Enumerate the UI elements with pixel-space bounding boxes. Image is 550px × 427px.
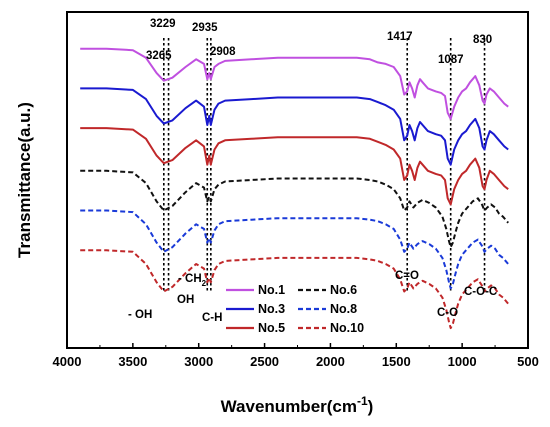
group-label-oh-minus: - OH: [128, 309, 152, 321]
group-label-oh: OH: [177, 294, 194, 306]
legend-label-no5: No.5: [258, 321, 285, 335]
series-lines: [80, 47, 509, 330]
series-line-no5: [80, 127, 509, 206]
x-tick-label-1000: 1000: [448, 354, 477, 369]
x-axis-title-sup: -1: [357, 394, 368, 408]
group-label-c-o: C-O: [437, 307, 458, 319]
x-axis-title: Wavenumber(cm-1): [221, 394, 374, 416]
peak-label-2935: 2935: [192, 22, 218, 34]
x-tick-label-2000: 2000: [316, 354, 345, 369]
legend: No.1 No.3 No.5 No.6 No.8 No.10: [226, 283, 364, 335]
peak-label-830: 830: [473, 34, 492, 46]
legend-label-no8: No.8: [330, 302, 357, 316]
group-label-c-o-c: C-O-C: [464, 286, 497, 298]
x-tick-label-1500: 1500: [382, 354, 411, 369]
series-line-no6: [80, 169, 509, 249]
y-axis-title: Transmittance(a.u.): [15, 102, 34, 258]
x-tick-label-4000: 4000: [53, 354, 82, 369]
series-line-no8: [80, 209, 509, 290]
peak-label-1417: 1417: [387, 31, 413, 43]
x-axis-ticks: 4000 3500 3000 2500 2000 1500 1000 500: [53, 343, 539, 369]
series-line-no3: [80, 87, 509, 166]
x-axis-title-close: ): [368, 397, 374, 416]
legend-label-no3: No.3: [258, 302, 285, 316]
peak-label-1087: 1087: [438, 54, 464, 66]
legend-label-no6: No.6: [330, 283, 357, 297]
x-tick-label-2500: 2500: [250, 354, 279, 369]
legend-label-no1: No.1: [258, 283, 285, 297]
peak-label-3229: 3229: [150, 18, 176, 30]
x-tick-label-3000: 3000: [184, 354, 213, 369]
group-label-ch2-sub: 2: [202, 279, 207, 288]
series-line-no1: [80, 47, 509, 120]
peak-label-3265: 3265: [146, 50, 172, 62]
group-label-ch2-prefix: - CH: [178, 273, 202, 285]
x-axis-title-main: Wavenumber(cm: [221, 397, 357, 416]
x-tick-label-3500: 3500: [118, 354, 147, 369]
series-line-no10: [80, 249, 509, 330]
peak-label-2908: 2908: [210, 46, 236, 58]
group-label-ch: C-H: [202, 312, 222, 324]
group-label-ch2: - CH2: [178, 273, 207, 288]
group-label-c-double-o: C=O: [395, 270, 419, 282]
x-tick-label-500: 500: [517, 354, 539, 369]
legend-label-no10: No.10: [330, 321, 364, 335]
